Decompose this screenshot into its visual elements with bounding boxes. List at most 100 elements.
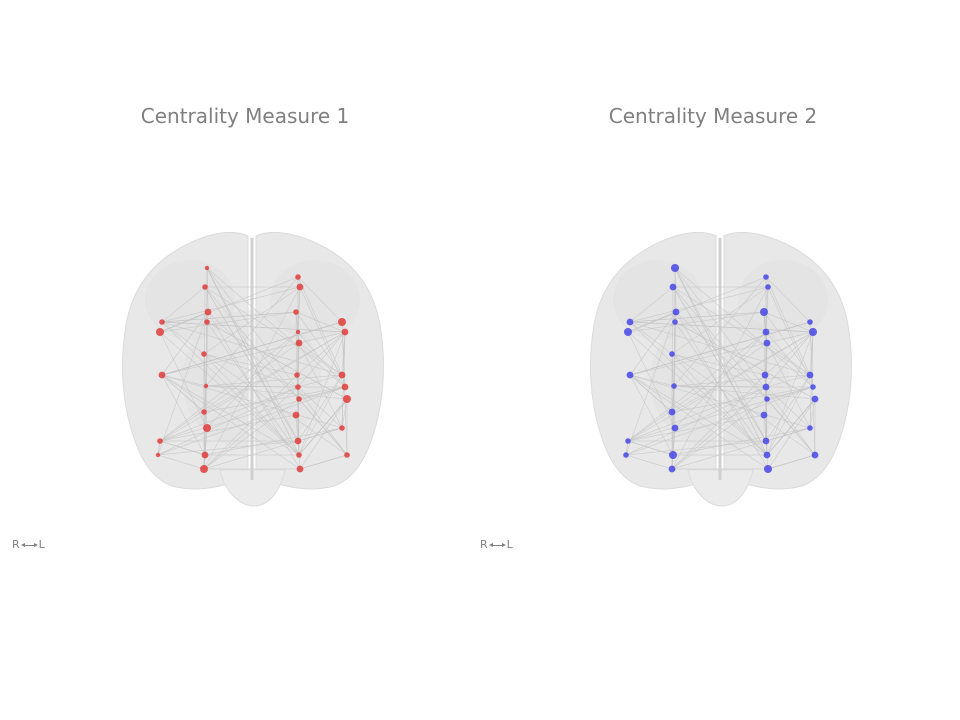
network-edge xyxy=(671,353,768,456)
network-node xyxy=(295,339,303,347)
network-edge xyxy=(204,286,299,442)
network-edge xyxy=(671,374,766,470)
network-node xyxy=(294,372,300,378)
network-edge xyxy=(627,440,674,456)
network-node xyxy=(204,319,210,325)
network-edge xyxy=(298,342,343,376)
network-edge xyxy=(629,374,768,456)
network-node xyxy=(669,351,675,357)
network-node xyxy=(201,451,209,459)
network-edge xyxy=(206,321,348,400)
network-node xyxy=(293,309,299,315)
network-node xyxy=(806,371,814,379)
network-node xyxy=(158,371,166,379)
network-edge xyxy=(629,311,765,323)
network-edge xyxy=(205,385,348,400)
double-arrow-icon xyxy=(488,540,506,550)
network-edge xyxy=(206,267,346,388)
network-node xyxy=(338,371,346,379)
network-edge xyxy=(627,331,814,442)
network-edge xyxy=(161,342,300,376)
network-edge xyxy=(159,414,297,442)
network-edge xyxy=(767,398,816,470)
network-edge xyxy=(627,331,768,456)
network-edge xyxy=(161,321,343,376)
network-edge xyxy=(297,374,343,388)
network-edge xyxy=(671,286,769,355)
network-edge xyxy=(625,311,677,456)
network-edge xyxy=(203,427,343,470)
network-node xyxy=(762,328,770,336)
network-edge xyxy=(674,267,677,313)
orientation-right-label: R xyxy=(480,538,488,551)
network-node xyxy=(623,452,629,458)
network-nodes xyxy=(155,265,351,473)
network-node xyxy=(762,383,770,391)
network-node xyxy=(668,465,676,473)
network-edge xyxy=(674,267,768,456)
network-edge xyxy=(765,374,811,442)
network-edge xyxy=(207,311,300,400)
network-edge xyxy=(673,374,811,387)
network-edge xyxy=(298,331,346,344)
orientation-indicator: R L xyxy=(480,538,513,551)
network-edge xyxy=(299,286,346,388)
network-node xyxy=(626,318,634,326)
network-node xyxy=(201,351,207,357)
network-edge xyxy=(203,286,301,470)
network-edge xyxy=(203,386,346,413)
network-node xyxy=(671,424,679,432)
network-edge xyxy=(205,276,299,387)
network-edge xyxy=(203,353,348,456)
network-edge xyxy=(765,331,814,388)
network-edge xyxy=(203,353,298,376)
network-edge xyxy=(159,311,209,333)
network-edge xyxy=(299,398,348,470)
network-edge xyxy=(673,276,767,387)
network-node xyxy=(810,384,816,390)
network-edge xyxy=(674,267,816,456)
network-node xyxy=(338,318,346,326)
network-edge xyxy=(671,321,676,470)
network-node xyxy=(807,319,813,325)
network-edge xyxy=(297,331,346,388)
network-edge xyxy=(204,427,343,456)
network-edge xyxy=(159,440,206,456)
network-edge xyxy=(157,311,209,456)
network-node xyxy=(669,451,677,459)
network-edge xyxy=(161,286,301,323)
network-edge xyxy=(299,454,348,470)
network-edge xyxy=(161,311,209,376)
network-edge xyxy=(766,331,814,456)
network-node xyxy=(671,383,677,389)
network-node xyxy=(341,328,349,336)
network-node xyxy=(296,465,304,473)
network-edge xyxy=(629,286,674,323)
orientation-indicator: R L xyxy=(12,538,45,551)
network-edge xyxy=(629,374,673,413)
network-edge xyxy=(206,267,300,456)
network-edge xyxy=(159,331,300,456)
network-node xyxy=(155,452,161,458)
network-node xyxy=(296,396,302,402)
network-node xyxy=(761,371,769,379)
network-edge xyxy=(206,267,348,456)
orientation-left-label: L xyxy=(506,538,513,551)
network-edge xyxy=(765,374,811,388)
network-edge xyxy=(629,321,673,355)
network-edge xyxy=(674,331,767,429)
network-node xyxy=(203,424,211,432)
network-node xyxy=(344,452,350,458)
network-edge xyxy=(625,386,767,456)
network-edge xyxy=(671,386,814,413)
network-edge xyxy=(671,353,767,388)
network-node xyxy=(763,339,771,347)
network-edge xyxy=(159,331,208,429)
network-edge xyxy=(298,331,346,456)
network-edge xyxy=(161,374,301,470)
network-edge xyxy=(203,427,208,470)
network-edge xyxy=(629,374,811,429)
network-node xyxy=(156,328,164,336)
network-edge xyxy=(161,311,297,323)
network-edge xyxy=(159,342,300,442)
